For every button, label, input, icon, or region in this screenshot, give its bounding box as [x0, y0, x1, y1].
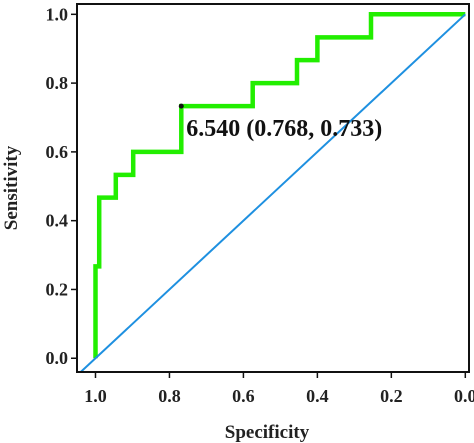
x-tick-label: 0.0	[454, 386, 474, 406]
x-tick-label: 0.4	[306, 386, 329, 406]
x-tick-label: 1.0	[84, 386, 107, 406]
y-tick-label: 0.0	[46, 348, 69, 368]
x-axis-title: Specificity	[225, 422, 310, 443]
y-tick-label: 0.8	[46, 73, 69, 93]
cutoff-point-marker	[178, 103, 184, 109]
y-axis-title: Sensitivity	[1, 145, 22, 230]
x-tick-label: 0.2	[380, 386, 403, 406]
x-tick-label: 0.8	[158, 386, 181, 406]
plot-frame	[76, 3, 470, 373]
plot-frame-group	[76, 3, 470, 373]
plot-area	[80, 12, 466, 372]
axes-group: 0.0 0.2 0.4 0.6 0.8 1.0 1.0 0.8 0.6 0.4 0.2 0.0	[46, 4, 474, 406]
x-tick-label: 0.6	[232, 386, 255, 406]
reference-diagonal-line	[80, 13, 466, 372]
y-tick-label: 1.0	[46, 4, 69, 24]
y-tick-label: 0.2	[46, 279, 69, 299]
cutoff-annotation-label: 6.540 (0.768, 0.733)	[186, 116, 382, 142]
y-tick-label: 0.6	[46, 142, 69, 162]
y-tick-label: 0.4	[46, 211, 69, 231]
